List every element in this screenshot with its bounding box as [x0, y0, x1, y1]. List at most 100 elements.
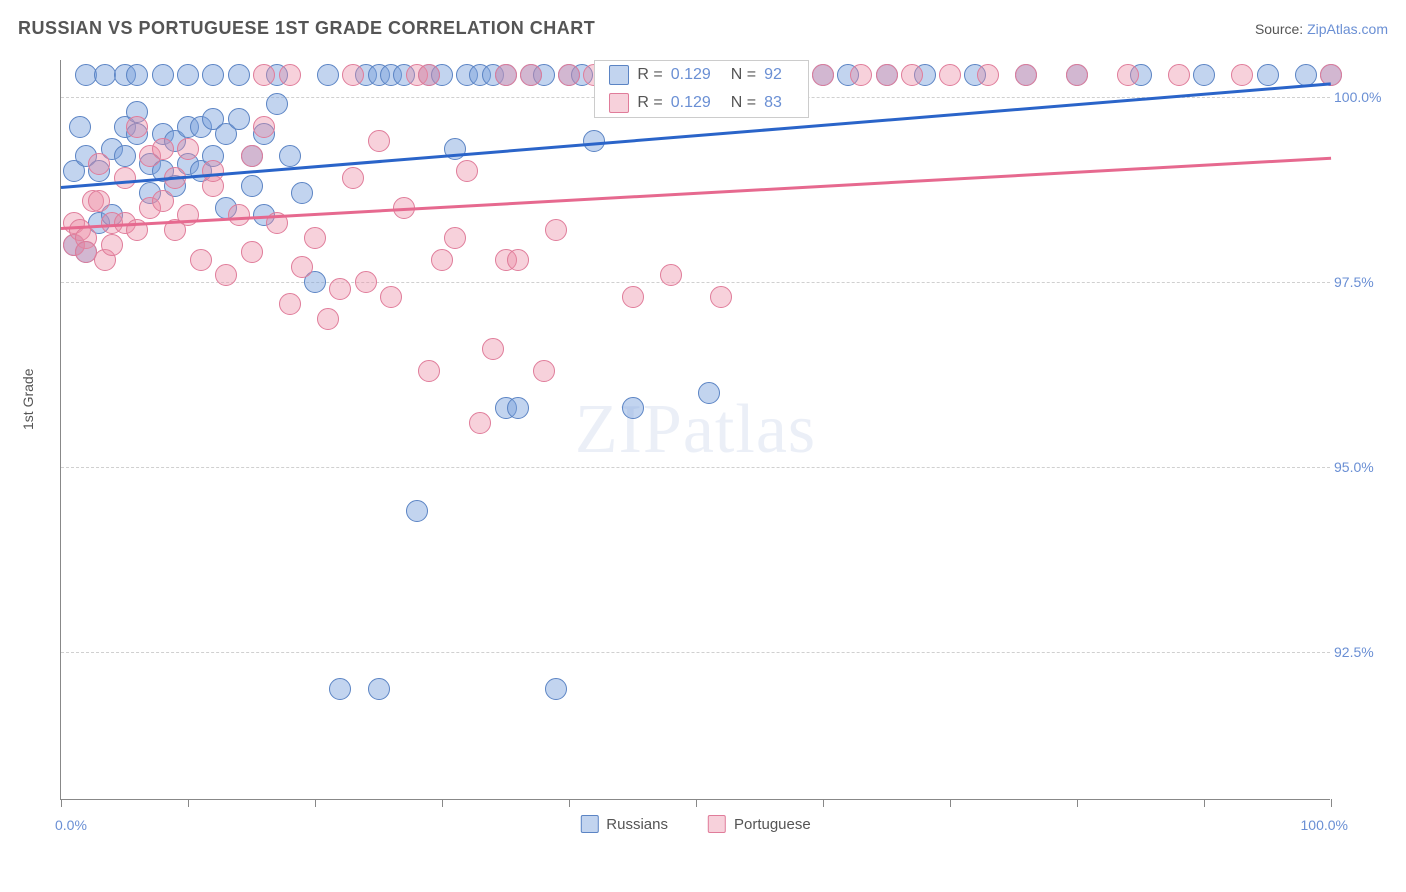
scatter-point	[202, 160, 224, 182]
scatter-plot: ZIPatlas 0.0% 100.0% Russians Portuguese…	[60, 60, 1330, 800]
scatter-point	[190, 249, 212, 271]
scatter-point	[228, 204, 250, 226]
scatter-point	[152, 190, 174, 212]
x-tick	[188, 799, 189, 807]
scatter-point	[812, 64, 834, 86]
legend-n-label: N =	[731, 66, 756, 84]
scatter-point	[482, 338, 504, 360]
scatter-point	[368, 130, 390, 152]
scatter-point	[545, 219, 567, 241]
y-axis-title: 1st Grade	[20, 369, 36, 430]
scatter-point	[317, 308, 339, 330]
scatter-point	[101, 234, 123, 256]
scatter-point	[418, 64, 440, 86]
scatter-point	[317, 64, 339, 86]
x-tick	[1077, 799, 1078, 807]
legend-r-label: R =	[637, 66, 662, 84]
scatter-point	[253, 116, 275, 138]
scatter-point	[228, 64, 250, 86]
scatter-point	[850, 64, 872, 86]
scatter-point	[88, 153, 110, 175]
legend-stats-row: R =0.129N =92	[595, 61, 808, 89]
scatter-point	[126, 116, 148, 138]
scatter-point	[431, 249, 453, 271]
scatter-point	[202, 64, 224, 86]
scatter-point	[177, 64, 199, 86]
scatter-point	[710, 286, 732, 308]
scatter-point	[266, 93, 288, 115]
legend-stats-row: R =0.129N =83	[595, 89, 808, 117]
chart-source: Source: ZipAtlas.com	[1255, 21, 1388, 37]
scatter-point	[507, 249, 529, 271]
scatter-point	[355, 271, 377, 293]
scatter-point	[533, 360, 555, 382]
scatter-point	[1066, 64, 1088, 86]
legend-r-value: 0.129	[671, 94, 711, 112]
scatter-point	[241, 241, 263, 263]
y-tick-label: 97.5%	[1334, 274, 1394, 290]
y-tick-label: 92.5%	[1334, 644, 1394, 660]
scatter-point	[291, 256, 313, 278]
scatter-point	[977, 64, 999, 86]
chart-header: RUSSIAN VS PORTUGUESE 1ST GRADE CORRELAT…	[18, 18, 1388, 39]
scatter-point	[698, 382, 720, 404]
scatter-point	[939, 64, 961, 86]
scatter-point	[228, 108, 250, 130]
legend-n-value: 92	[764, 66, 782, 84]
x-tick	[569, 799, 570, 807]
gridline	[61, 467, 1330, 468]
legend-item-portuguese[interactable]: Portuguese	[708, 815, 811, 833]
legend-n-label: N =	[731, 94, 756, 112]
legend-label-portuguese: Portuguese	[734, 816, 811, 833]
x-tick	[442, 799, 443, 807]
legend-item-russians[interactable]: Russians	[580, 815, 668, 833]
x-tick	[823, 799, 824, 807]
scatter-point	[291, 182, 313, 204]
scatter-point	[215, 264, 237, 286]
scatter-point	[253, 64, 275, 86]
scatter-point	[152, 64, 174, 86]
watermark: ZIPatlas	[575, 390, 816, 470]
x-tick	[61, 799, 62, 807]
legend-n-value: 83	[764, 94, 782, 112]
scatter-point	[1168, 64, 1190, 86]
scatter-point	[241, 175, 263, 197]
scatter-point	[1015, 64, 1037, 86]
scatter-point	[342, 64, 364, 86]
scatter-point	[342, 167, 364, 189]
scatter-point	[152, 138, 174, 160]
scatter-point	[88, 190, 110, 212]
scatter-point	[114, 167, 136, 189]
legend-swatch-russians	[580, 815, 598, 833]
scatter-point	[406, 500, 428, 522]
legend-bottom: Russians Portuguese	[580, 815, 810, 833]
scatter-point	[418, 360, 440, 382]
source-label: Source:	[1255, 21, 1307, 37]
x-tick	[1331, 799, 1332, 807]
scatter-point	[279, 64, 301, 86]
source-link[interactable]: ZipAtlas.com	[1307, 21, 1388, 37]
gridline	[61, 652, 1330, 653]
scatter-point	[901, 64, 923, 86]
scatter-point	[69, 116, 91, 138]
scatter-point	[1117, 64, 1139, 86]
scatter-point	[1295, 64, 1317, 86]
scatter-point	[329, 278, 351, 300]
scatter-point	[1257, 64, 1279, 86]
scatter-point	[241, 145, 263, 167]
scatter-point	[456, 160, 478, 182]
legend-swatch-portuguese	[708, 815, 726, 833]
x-tick	[315, 799, 316, 807]
scatter-point	[1231, 64, 1253, 86]
x-tick	[950, 799, 951, 807]
scatter-point	[507, 397, 529, 419]
legend-stats: R =0.129N =92R =0.129N =83	[594, 60, 809, 118]
scatter-point	[444, 227, 466, 249]
x-tick	[696, 799, 697, 807]
scatter-point	[495, 64, 517, 86]
scatter-point	[545, 678, 567, 700]
scatter-point	[279, 293, 301, 315]
scatter-point	[876, 64, 898, 86]
scatter-point	[126, 64, 148, 86]
scatter-point	[114, 145, 136, 167]
